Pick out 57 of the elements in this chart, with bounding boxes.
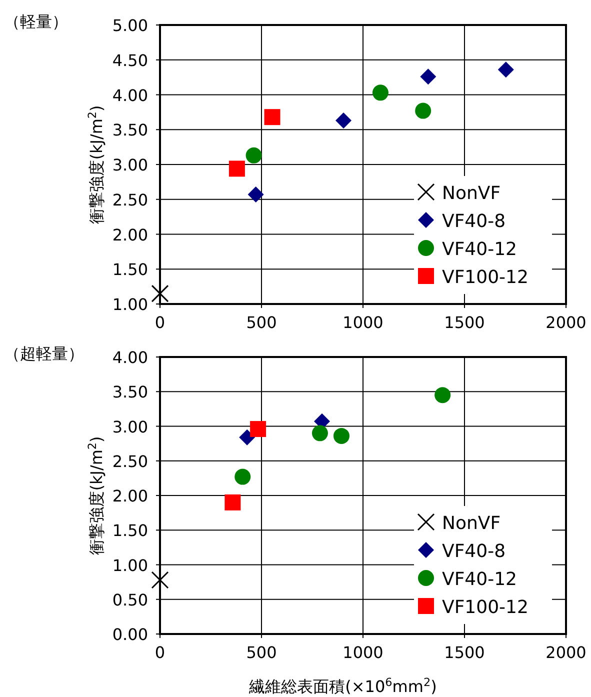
point [248,186,264,202]
point [312,425,328,442]
y-tick-label: 5.00 [112,16,148,35]
chart-title: （超軽量） [4,344,84,363]
x-tick-label: 1500 [444,643,485,662]
point [372,84,388,101]
y-tick-label: 1.50 [112,260,148,280]
legend-label: VF40-12 [442,569,517,590]
y-tick-label: 1.00 [112,295,148,314]
point [151,571,169,589]
legend-label: NonVF [442,183,501,204]
y-tick-label: 3.00 [112,417,148,436]
x-tick-label: 2000 [546,313,586,332]
y-tick-label: 4.50 [112,50,148,70]
point [228,160,245,177]
y-tick-label: 2.00 [112,486,148,506]
x-tick-label: 500 [246,313,277,332]
y-tick-label: 0.00 [112,625,148,644]
legend-label: VF100-12 [442,267,528,288]
x-tick-label: 1000 [342,313,384,332]
point [250,421,266,438]
point [434,387,451,404]
x-axis-title: 繊維総表面積(×10$^{6}$mm$^{2}$) [248,676,437,696]
point [151,284,169,302]
point [246,147,262,164]
x-tick-label: 2000 [546,643,586,662]
y-tick-label: 4.00 [112,86,148,105]
point [264,109,280,126]
y-tick-label: 3.00 [112,156,148,174]
point [420,68,436,85]
point [415,102,432,119]
y-tick-label: 1.50 [112,521,148,540]
legend-label: VF100-12 [442,597,528,618]
x-tick-label: 1000 [342,643,384,662]
y-tick-label: 4.00 [112,348,148,367]
x-tick-label: 0 [154,313,166,332]
y-tick-label: 2.50 [112,190,148,210]
point [498,62,514,78]
x-tick-label: 0 [154,643,166,662]
point [333,428,350,444]
y-tick-label: 2.00 [112,225,148,244]
y-tick-label: 3.50 [112,382,148,402]
point [234,468,251,485]
y-tick-label: 3.50 [112,120,148,140]
legend-label: VF40-8 [442,541,506,562]
point [239,429,256,446]
y-tick-label: 0.50 [112,590,148,610]
x-tick-label: 1500 [444,313,485,332]
legend-label: VF40-8 [442,211,506,232]
point [336,112,352,129]
y-tick-label: 1.00 [112,556,148,575]
point [224,494,241,510]
legend-label: NonVF [442,513,501,534]
chart-title: （軽量） [4,12,68,31]
x-tick-label: 500 [246,643,277,662]
y-tick-label: 2.50 [112,452,148,471]
legend-label: VF40-12 [442,239,517,260]
